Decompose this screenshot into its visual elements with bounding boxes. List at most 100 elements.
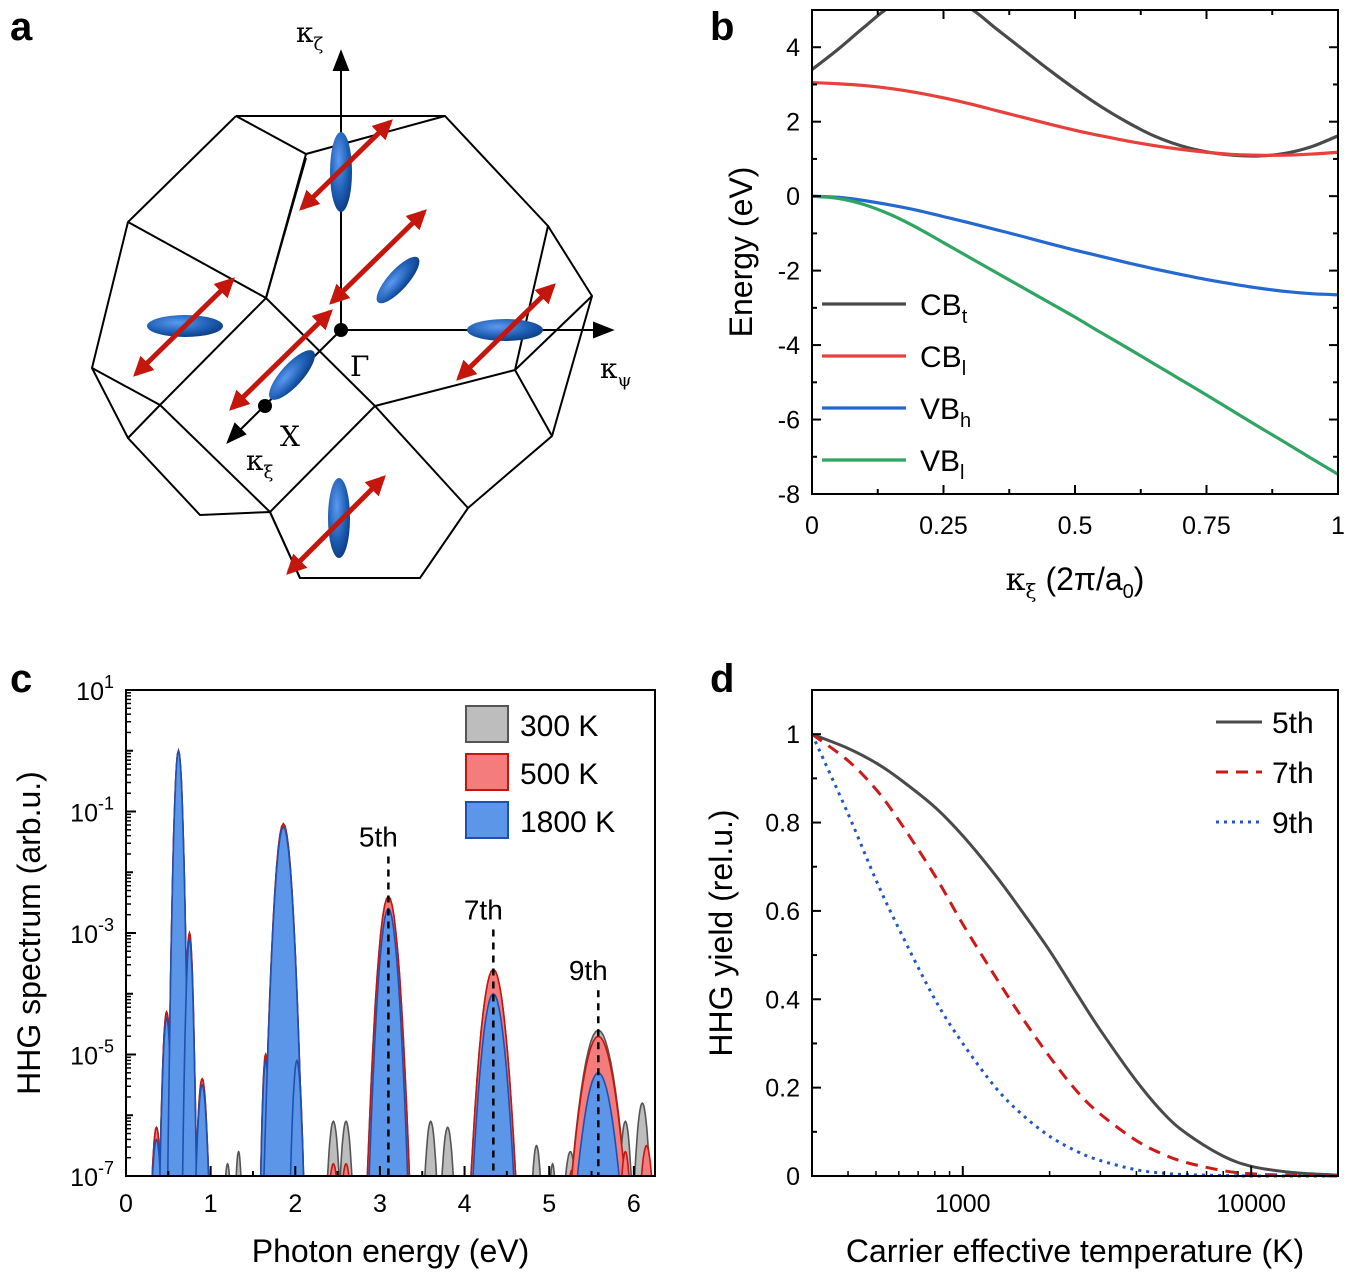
x-title-rest: (2π/a [1037,561,1123,597]
x-axis-title: Carrier effective temperature (K) [846,1233,1304,1269]
y-tick-exp: -1 [98,794,114,814]
legend-label: 9th [1272,807,1314,840]
y-tick-label: -8 [778,481,800,509]
series-line-cb-l [812,81,1338,157]
legend-label: 5th [1272,707,1314,740]
y-tick-label: -4 [778,332,800,360]
x-tick-label: 6 [627,1190,641,1218]
x-axis-title: Photon energy (eV) [252,1233,530,1269]
brillouin-zone-diagram: κζ κψ κξ Γ X [90,16,632,579]
y-tick-label: 10-5 [70,1037,114,1071]
legend-label: CBl [920,341,966,380]
x-point [258,399,272,413]
y-tick-base: 10 [76,678,104,706]
legend-label: 7th [1272,757,1314,790]
x-tick-label: 5 [542,1190,556,1218]
legend-label-sub: l [960,462,964,484]
spectrum-peak [224,1162,231,1176]
y-tick-label: 0.2 [765,1075,800,1103]
axis-zeta-main: κ [296,16,314,49]
plot-frame [811,9,1339,495]
field-arrows [133,119,556,575]
y-tick-label: 0.4 [765,986,800,1014]
spectrum-peak [342,1162,350,1176]
y-axis-title: Energy (eV) [723,167,759,338]
panel-label-b: b [710,5,734,49]
x-title-sub2: 0 [1123,581,1134,603]
y-tick-label: 10-7 [70,1158,114,1192]
x-tick-label: 4 [458,1190,472,1218]
spectrum-peak [621,1150,630,1176]
spectrum-peak [424,1120,438,1176]
y-tick-label: 4 [786,34,800,62]
legend-label-main: VB [920,393,960,426]
y-tick-label: 10-1 [70,794,114,828]
y-tick-label: 10-3 [70,915,114,949]
legend-label: 500 K [520,758,598,791]
legend-label-sub: l [962,358,966,380]
spectrum-peak [329,1162,338,1176]
gamma-point [334,323,348,337]
series-line-9th [810,733,1338,1178]
legend-swatch [465,705,509,743]
axis-label-psi: κψ [600,352,632,391]
harmonic-label: 5th [359,822,398,853]
y-tick-label: 0 [786,183,800,211]
x-tick-label: 2 [288,1190,302,1218]
y-tick-exp: -7 [98,1158,114,1178]
legend-label: VBh [920,393,971,432]
series-line-vb-h [812,194,1338,297]
spectrum-peak [181,936,198,1176]
x-title-sub: ξ [1026,579,1037,603]
x-tick-label: 0 [119,1190,133,1218]
legend-swatch [465,753,509,791]
y-tick-label: 0 [786,1163,800,1191]
gamma-label: Γ [350,350,369,383]
y-axis-title: HHG yield (rel.u.) [703,809,739,1056]
spectrum-peak [441,1126,455,1176]
spectrum-peak [531,1144,542,1176]
spectrum-peak [326,1120,340,1176]
series-line-5th [811,732,1339,1177]
legend-label: VBl [920,445,964,484]
legend-swatch [465,801,509,839]
arrow-front [229,309,333,411]
y-tick-label: -6 [778,407,800,435]
axis-label-zeta: κζ [296,16,324,55]
y-tick-label: 2 [786,109,800,137]
y-tick-base: 10 [70,1164,98,1192]
harmonic-label: 7th [464,894,503,925]
x-tick-label: 0.5 [1058,512,1093,540]
y-tick-label: 1 [786,721,800,749]
x-title-end: ) [1134,561,1145,597]
legend-label-sub: t [962,306,968,328]
valley-bottom [328,478,350,558]
x-tick-label: 1000 [935,1190,991,1218]
y-tick-exp: -3 [98,915,114,935]
spectrum-peak [339,1120,353,1176]
axis-label-xi: κξ [246,444,274,483]
x-tick-label: 1 [204,1190,218,1218]
spectrum-peak [640,1144,653,1176]
legend-label-sub: h [960,410,971,432]
legend-label: CBt [920,289,968,328]
band-structure-chart: -8 -6 -4 -2 0 2 4 0 0.25 0.5 0.75 1 Energy (eV) κξ (2… [723,9,1345,603]
x-title-kappa: κ [1006,560,1026,598]
spectrum-peak [235,1150,242,1176]
legend-label: 300 K [520,710,598,743]
series-line-7th [811,732,1339,1178]
y-tick-label: 0.8 [765,810,800,838]
x-axis-title: κξ (2π/a0) [1006,560,1145,603]
hhg-yield-chart: 0 0.2 0.4 0.6 0.8 1 1000 10000 HHG yield (rel.u.… [703,689,1339,1269]
valley-front [269,350,315,400]
y-tick-base: 10 [70,1043,98,1071]
legend-label-main: CB [920,289,962,322]
axis-zeta-sub: ζ [314,34,324,55]
x-tick-label: 3 [373,1190,387,1218]
panel-label-c: c [10,657,32,701]
arrow-bottom [286,475,386,575]
plot-frame [811,689,1339,1177]
spectrum-peak [151,1138,162,1176]
x-tick-label: 1 [1331,512,1345,540]
spectrum-peak [195,1083,210,1176]
